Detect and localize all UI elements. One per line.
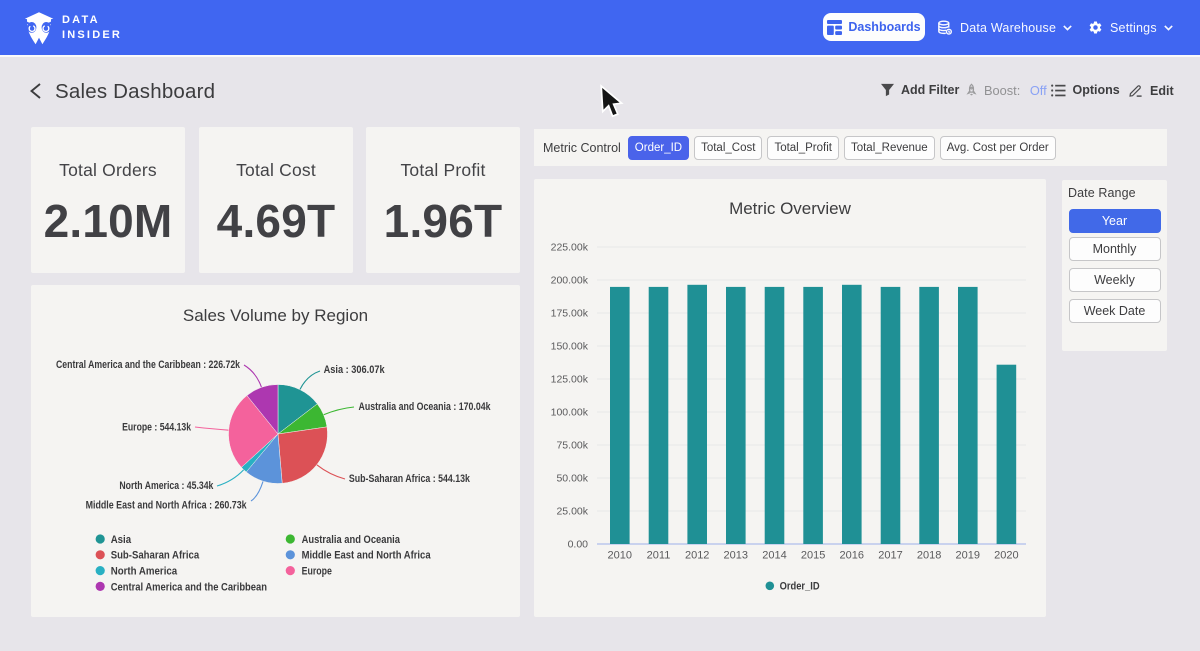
svg-text:Europe: Europe <box>302 566 332 578</box>
svg-text:Central America and the Caribb: Central America and the Caribbean <box>111 581 268 593</box>
svg-text:200.00k: 200.00k <box>551 275 589 287</box>
svg-text:100.00k: 100.00k <box>551 407 589 419</box>
svg-text:Europe : 544.13k: Europe : 544.13k <box>122 422 192 434</box>
svg-text:Australia and Oceania : 170.04: Australia and Oceania : 170.04k <box>359 401 492 413</box>
svg-text:2012: 2012 <box>685 550 709 562</box>
svg-text:2010: 2010 <box>608 550 632 562</box>
svg-text:125.00k: 125.00k <box>551 374 589 386</box>
svg-text:2017: 2017 <box>878 550 902 562</box>
svg-text:75.00k: 75.00k <box>556 440 588 452</box>
svg-text:2011: 2011 <box>647 550 671 562</box>
svg-text:Sub-Saharan Africa : 544.13k: Sub-Saharan Africa : 544.13k <box>349 473 471 485</box>
svg-text:Central America and the Caribb: Central America and the Caribbean : 226.… <box>56 359 241 371</box>
svg-text:2019: 2019 <box>956 550 980 562</box>
svg-text:50.00k: 50.00k <box>556 473 588 485</box>
svg-text:2016: 2016 <box>840 550 864 562</box>
svg-text:25.00k: 25.00k <box>556 506 588 518</box>
svg-text:Australia and Oceania: Australia and Oceania <box>302 534 401 546</box>
svg-text:Middle East and North Africa: Middle East and North Africa <box>302 550 432 562</box>
svg-text:2015: 2015 <box>801 550 825 562</box>
svg-text:Sub-Saharan Africa: Sub-Saharan Africa <box>111 550 200 562</box>
svg-text:Asia : 306.07k: Asia : 306.07k <box>324 364 386 376</box>
svg-text:175.00k: 175.00k <box>551 308 589 320</box>
svg-text:150.00k: 150.00k <box>551 341 589 353</box>
svg-text:2013: 2013 <box>724 550 748 562</box>
svg-text:2014: 2014 <box>762 550 786 562</box>
svg-text:225.00k: 225.00k <box>551 242 589 254</box>
svg-text:North America: North America <box>111 566 178 578</box>
svg-text:2020: 2020 <box>994 550 1018 562</box>
svg-text:2018: 2018 <box>917 550 941 562</box>
svg-text:Order_ID: Order_ID <box>780 581 820 593</box>
svg-text:0.00: 0.00 <box>568 539 589 551</box>
svg-text:Asia: Asia <box>111 534 132 546</box>
svg-text:North America : 45.34k: North America : 45.34k <box>119 480 214 492</box>
svg-text:Middle East and North Africa :: Middle East and North Africa : 260.73k <box>86 500 248 512</box>
